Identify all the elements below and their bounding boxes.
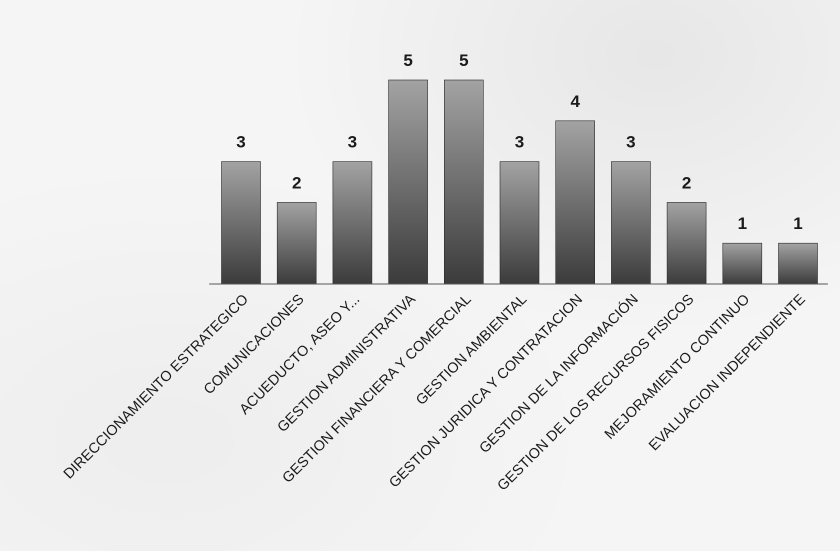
value-label-4: 5 [403,51,412,70]
value-label-2: 2 [292,173,301,192]
bar-1 [221,161,261,285]
value-label-9: 2 [682,173,691,192]
bar-8 [611,161,651,285]
bar-10 [722,242,763,285]
value-label-11: 1 [793,214,802,233]
value-label-8: 3 [626,133,635,152]
value-label-1: 3 [236,133,245,152]
bar-2 [276,202,317,285]
value-label-10: 1 [738,214,747,233]
bar-11 [778,242,818,285]
value-label-3: 3 [348,133,357,152]
category-label-9: GESTION DE LOS RECURSOS FISICOS [495,292,698,495]
value-labels-layer: 3 2 3 5 5 3 4 3 2 1 1 [236,51,802,233]
bar-3 [332,161,373,285]
category-label-7: GESTION JURIDICA Y CONTRATACION [386,292,586,492]
bar-7 [555,120,596,285]
category-labels-layer: DIRECCIONAMIENTO ESTRATEGICOCOMUNICACION… [61,291,809,494]
value-label-5: 5 [459,51,468,70]
bars-layer [221,79,818,285]
value-label-6: 3 [515,133,524,152]
bar-6 [499,161,540,285]
bar-9 [666,202,707,285]
category-label-6: GESTION AMBIENTAL [413,292,530,409]
bar-4 [388,79,428,285]
category-label-2: COMUNICACIONES [201,292,307,398]
bar-5 [443,79,484,285]
value-label-7: 4 [570,92,580,111]
